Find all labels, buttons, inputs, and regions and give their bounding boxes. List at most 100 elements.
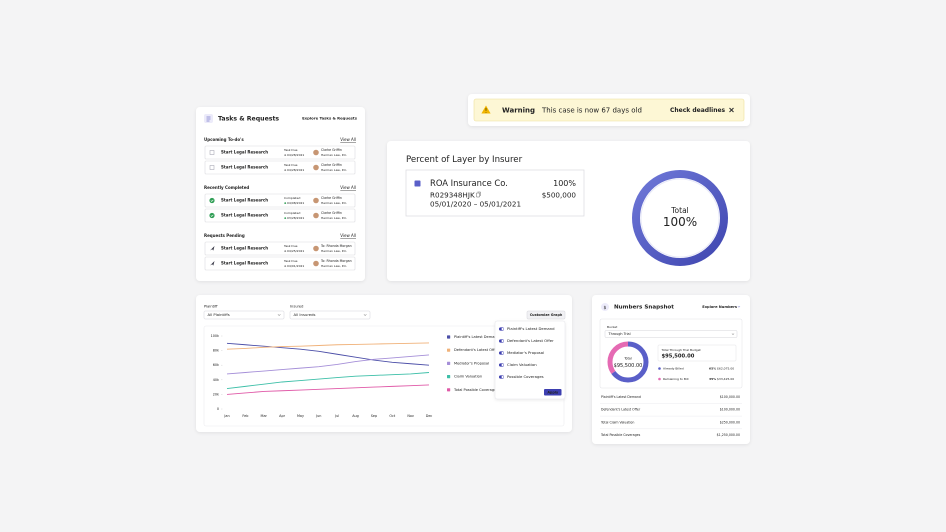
done-icon bbox=[209, 212, 215, 219]
close-button[interactable] bbox=[729, 107, 734, 113]
series-line bbox=[226, 342, 430, 366]
status-dot bbox=[284, 202, 287, 205]
task-checkbox[interactable] bbox=[209, 165, 215, 170]
legend-dot bbox=[658, 377, 661, 381]
x-tick-label: Apr bbox=[279, 414, 285, 418]
status-dot bbox=[284, 217, 287, 220]
menu-toggle-knob bbox=[501, 351, 504, 355]
view-all-link[interactable]: View All bbox=[340, 137, 356, 142]
select-caret bbox=[277, 314, 281, 316]
card-link[interactable]: Explore Tasks & Requests bbox=[302, 116, 358, 121]
status-dot bbox=[284, 265, 287, 267]
link-caret bbox=[737, 306, 740, 308]
x-tick-label: Sep bbox=[371, 414, 377, 418]
customize-button[interactable] bbox=[526, 310, 566, 320]
x-tick-label: Dec bbox=[426, 414, 433, 418]
bucket-select[interactable] bbox=[604, 330, 738, 338]
task-title: Start Legal Research bbox=[221, 213, 268, 218]
legend-label: Already Billed bbox=[663, 367, 684, 371]
task-status: Task Due bbox=[283, 244, 298, 248]
legend-swatch bbox=[447, 375, 451, 379]
y-tick-label: 20k bbox=[213, 392, 219, 396]
avatar bbox=[313, 149, 319, 156]
x-tick-label: Jan bbox=[223, 414, 229, 418]
task-checkbox[interactable] bbox=[209, 150, 215, 155]
task-title: Start Legal Research bbox=[221, 150, 268, 155]
task-title: Start Legal Research bbox=[221, 246, 268, 251]
avatar bbox=[313, 197, 319, 204]
row-value: $100,000.00 bbox=[720, 395, 740, 399]
done-check bbox=[210, 199, 214, 202]
task-title: Start Legal Research bbox=[221, 261, 268, 266]
x-tick-label: Nov bbox=[407, 414, 414, 418]
view-all-link[interactable]: View All bbox=[340, 185, 356, 190]
task-row bbox=[204, 193, 356, 208]
task-date: 04/01/2021 bbox=[287, 264, 304, 268]
donut-label: Total bbox=[623, 357, 632, 361]
avatar bbox=[313, 212, 319, 219]
x-tick-label: Jun bbox=[315, 414, 321, 418]
task-date: 04/25/2021 bbox=[287, 249, 304, 253]
done-check bbox=[210, 214, 214, 217]
insurer-box bbox=[405, 169, 585, 217]
menu-toggle-knob bbox=[501, 363, 504, 367]
warning-title: Warning bbox=[502, 107, 535, 115]
warning-message: This case is now 67 days old bbox=[541, 107, 642, 115]
legend-percent: 35% bbox=[709, 377, 716, 381]
legend-label: Remaining to Bill bbox=[663, 377, 689, 381]
copy-icon[interactable] bbox=[476, 191, 481, 198]
task-row bbox=[204, 256, 356, 271]
y-tick-label: 0 bbox=[217, 407, 219, 411]
done-icon bbox=[209, 197, 215, 204]
card-icon bbox=[601, 303, 609, 311]
task-row bbox=[204, 145, 356, 160]
menu-toggle-knob bbox=[501, 339, 504, 343]
series-line bbox=[226, 384, 430, 395]
y-tick-label: 60k bbox=[213, 363, 219, 367]
x-tick-label: May bbox=[297, 414, 304, 418]
insurer-amount: $500,000 bbox=[542, 191, 577, 200]
card-icon bbox=[204, 114, 213, 123]
donut-segment bbox=[607, 341, 649, 383]
contact-name: To: Rhonda Morgan bbox=[320, 244, 352, 248]
donut-label: Total bbox=[670, 206, 689, 215]
filter-select[interactable] bbox=[203, 310, 285, 320]
legend-swatch bbox=[447, 335, 451, 339]
legend-label: Plaintiff's Latest Demand bbox=[454, 335, 499, 339]
insurer-percent: 100% bbox=[553, 179, 576, 188]
menu-item: Plaintiff's Latest Demand bbox=[507, 326, 555, 331]
menu-toggle-knob bbox=[501, 375, 504, 379]
contact-name: Clarke Griffin bbox=[321, 196, 342, 200]
card-link[interactable]: Explore Numbers bbox=[702, 305, 737, 309]
section-heading: Requests Pending bbox=[204, 233, 245, 238]
budget-label: Total Through Trial Budget bbox=[661, 348, 702, 352]
row-label: Defendant's Latest Offer bbox=[601, 408, 641, 412]
task-date: 04/08/2021 bbox=[287, 201, 304, 205]
menu-toggle-knob bbox=[501, 327, 504, 331]
apply-button[interactable] bbox=[544, 389, 562, 396]
contact-firm: Herman Law, P.C. bbox=[321, 216, 347, 220]
graph-menu bbox=[494, 320, 566, 400]
legend-percent: 65% bbox=[709, 367, 716, 371]
task-status: Task Due bbox=[283, 163, 298, 167]
row-label: Total Possible Coverages bbox=[600, 433, 641, 437]
x-tick-label: Jul bbox=[334, 414, 339, 418]
insurer-name: ROA Insurance Co. bbox=[430, 178, 508, 188]
avatar bbox=[313, 164, 319, 171]
warning-action[interactable]: Check deadlines bbox=[670, 107, 726, 114]
menu-item: Defendant's Latest Offer bbox=[507, 338, 554, 343]
series-line bbox=[226, 342, 430, 350]
filter-select[interactable] bbox=[289, 310, 371, 320]
section-heading: Upcoming To-do's bbox=[204, 137, 244, 142]
avatar bbox=[313, 245, 319, 252]
y-tick-label: 100k bbox=[211, 334, 219, 338]
legend-dot bbox=[658, 367, 661, 370]
contact-firm: Herman Law, P.C. bbox=[321, 249, 347, 253]
legend-swatch bbox=[447, 361, 451, 365]
customize-button-label: Customize Graph bbox=[530, 313, 563, 317]
view-all-link[interactable]: View All bbox=[340, 233, 356, 238]
filter-value: All Plaintiffs bbox=[208, 312, 230, 317]
filter-label: Plaintiff bbox=[204, 305, 218, 309]
